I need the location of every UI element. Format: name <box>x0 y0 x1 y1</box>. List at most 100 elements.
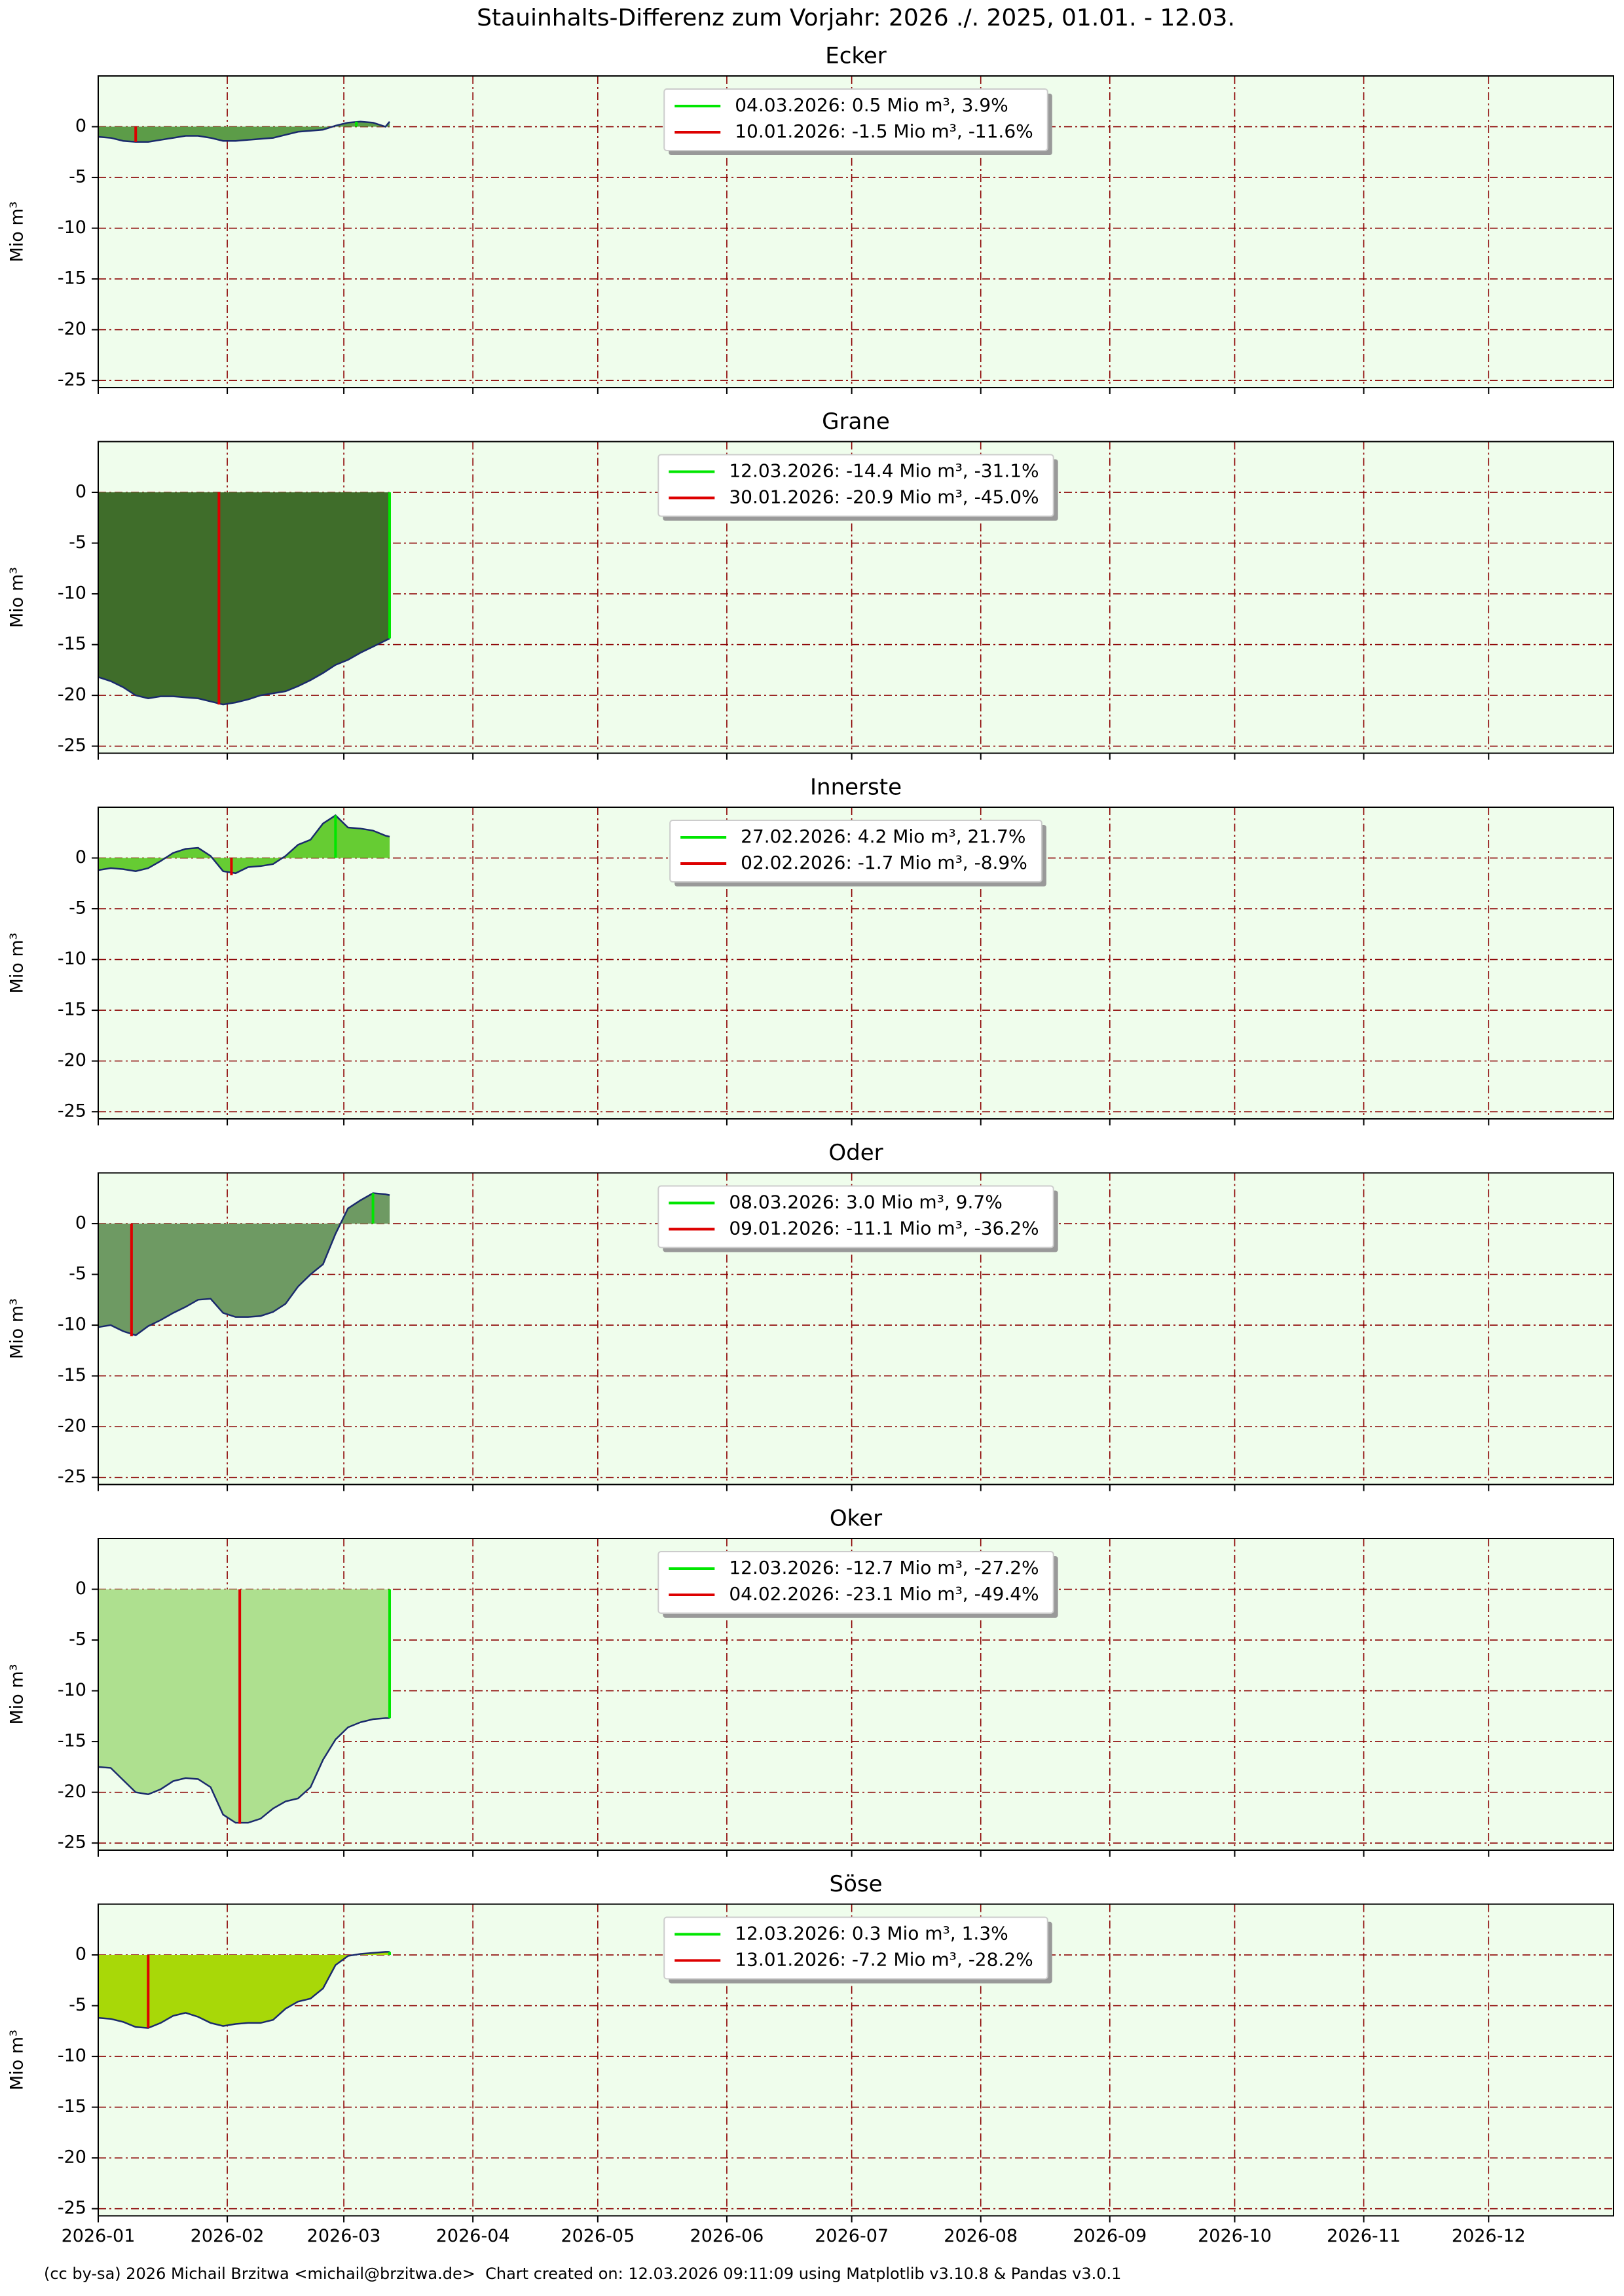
x-tick-label: 2026-04 <box>436 2226 510 2246</box>
x-tick-label: 2026-09 <box>1073 2226 1147 2246</box>
y-tick-label: -15 <box>58 268 86 289</box>
area-fill <box>98 121 390 142</box>
y-tick-label: -15 <box>58 2096 86 2117</box>
area-fill <box>98 492 390 705</box>
series-line <box>98 1192 390 1336</box>
legend-box <box>657 454 1054 517</box>
series-line <box>98 120 390 143</box>
x-tick-label: 2026-01 <box>62 2226 136 2246</box>
legend: 08.03.2026: 3.0 Mio m³, 9.7% 09.01.2026: … <box>657 1185 1058 1252</box>
legend-box <box>669 820 1043 883</box>
axes-frame <box>98 75 1614 388</box>
y-tick-label: -10 <box>58 583 86 604</box>
y-tick-label: -10 <box>58 2046 86 2066</box>
legend: 04.03.2026: 0.5 Mio m³, 3.9% 10.01.2026: … <box>663 88 1052 155</box>
panel-title: Söse <box>829 1871 882 1897</box>
x-tick-label: 2026-07 <box>815 2226 889 2246</box>
y-tick-label: -5 <box>69 1264 86 1284</box>
legend-label: 04.02.2026: -23.1 Mio m³, -49.4% <box>729 1583 1039 1605</box>
y-tick-label: -20 <box>58 319 86 339</box>
legend-label: 30.01.2026: -20.9 Mio m³, -45.0% <box>729 486 1039 508</box>
y-tick-label: -25 <box>58 1101 86 1121</box>
legend-box <box>657 1551 1054 1614</box>
y-axis-label: Mio m³ <box>7 1298 28 1359</box>
y-tick-label: -25 <box>58 735 86 756</box>
panel-title: Oker <box>830 1506 882 1532</box>
y-tick-label: -20 <box>58 2147 86 2168</box>
legend: 12.03.2026: -12.7 Mio m³, -27.2% 04.02.20… <box>657 1551 1058 1618</box>
series-line <box>98 1951 390 2029</box>
panel-title: Grane <box>822 409 890 435</box>
axes-frame <box>98 1172 1614 1485</box>
legend-box <box>663 1916 1048 1980</box>
x-tick-label: 2026-05 <box>561 2226 635 2246</box>
y-tick-label: -15 <box>58 634 86 654</box>
y-tick-label: 0 <box>75 1944 86 1965</box>
y-tick-label: -5 <box>69 167 86 187</box>
series-line <box>98 814 390 875</box>
y-tick-label: -25 <box>58 1832 86 1853</box>
y-tick-label: -20 <box>58 1050 86 1070</box>
y-tick-label: -20 <box>58 1416 86 1436</box>
legend-label: 13.01.2026: -7.2 Mio m³, -28.2% <box>735 1949 1033 1971</box>
axes-frame <box>98 807 1614 1120</box>
legend-label: 08.03.2026: 3.0 Mio m³, 9.7% <box>729 1192 1002 1213</box>
axes-frame <box>98 441 1614 754</box>
y-axis-label: Mio m³ <box>7 567 28 628</box>
panel-title: Ecker <box>825 43 887 69</box>
legend-label: 02.02.2026: -1.7 Mio m³, -8.9% <box>741 852 1027 873</box>
axes-frame <box>98 1538 1614 1851</box>
area-fill <box>98 1193 390 1336</box>
y-tick-label: -10 <box>58 1680 86 1700</box>
axes-frame <box>98 1903 1614 2217</box>
area-fill <box>98 815 390 873</box>
y-tick-label: -10 <box>58 1315 86 1335</box>
y-tick-label: -10 <box>58 217 86 238</box>
series-line <box>98 638 390 706</box>
y-tick-label: -25 <box>58 2198 86 2218</box>
x-tick-label: 2026-06 <box>690 2226 764 2246</box>
legend-label: 09.01.2026: -11.1 Mio m³, -36.2% <box>729 1218 1039 1239</box>
footer: (cc by-sa) 2026 Michail Brzitwa <michail… <box>44 2265 1121 2283</box>
legend-box <box>663 88 1048 151</box>
legend-label: 04.03.2026: 0.5 Mio m³, 3.9% <box>735 94 1008 116</box>
y-tick-label: -10 <box>58 949 86 969</box>
area-fill <box>98 1952 390 2028</box>
y-tick-label: -5 <box>69 1995 86 2015</box>
area-fill <box>98 1589 390 1823</box>
y-axis-label: Mio m³ <box>7 201 28 262</box>
figure-title: Stauinhalts-Differenz zum Vorjahr: 2026 … <box>477 5 1235 31</box>
legend-label: 12.03.2026: -12.7 Mio m³, -27.2% <box>729 1557 1039 1578</box>
x-tick-label: 2026-11 <box>1327 2226 1401 2246</box>
legend: 12.03.2026: 0.3 Mio m³, 1.3% 13.01.2026: … <box>663 1916 1052 1984</box>
y-tick-label: -15 <box>58 1731 86 1751</box>
x-tick-label: 2026-10 <box>1198 2226 1272 2246</box>
y-axis-label: Mio m³ <box>7 2030 28 2090</box>
y-axis-label: Mio m³ <box>7 1664 28 1724</box>
y-tick-label: -25 <box>58 1467 86 1487</box>
legend-label: 12.03.2026: -14.4 Mio m³, -31.1% <box>729 460 1039 482</box>
y-tick-label: -15 <box>58 1000 86 1020</box>
legend: 27.02.2026: 4.2 Mio m³, 21.7% 02.02.2026:… <box>669 820 1046 886</box>
legend-box <box>657 1185 1054 1248</box>
y-tick-label: -25 <box>58 370 86 390</box>
y-tick-label: 0 <box>75 116 86 136</box>
legend-label: 12.03.2026: 0.3 Mio m³, 1.3% <box>735 1923 1008 1944</box>
legend: 12.03.2026: -14.4 Mio m³, -31.1% 30.01.20… <box>657 454 1058 521</box>
panel-title: Innerste <box>810 774 902 801</box>
y-tick-label: 0 <box>75 1578 86 1599</box>
y-tick-label: -5 <box>69 532 86 553</box>
y-tick-label: 0 <box>75 1213 86 1233</box>
legend-label: 10.01.2026: -1.5 Mio m³, -11.6% <box>735 120 1033 142</box>
y-tick-label: 0 <box>75 482 86 502</box>
x-tick-label: 2026-02 <box>191 2226 265 2246</box>
y-tick-label: -20 <box>58 685 86 705</box>
y-tick-label: -5 <box>69 1630 86 1650</box>
y-tick-label: -5 <box>69 898 86 919</box>
x-tick-label: 2026-03 <box>307 2226 381 2246</box>
y-tick-label: 0 <box>75 847 86 867</box>
y-tick-label: -20 <box>58 1781 86 1802</box>
legend-label: 27.02.2026: 4.2 Mio m³, 21.7% <box>741 826 1025 847</box>
